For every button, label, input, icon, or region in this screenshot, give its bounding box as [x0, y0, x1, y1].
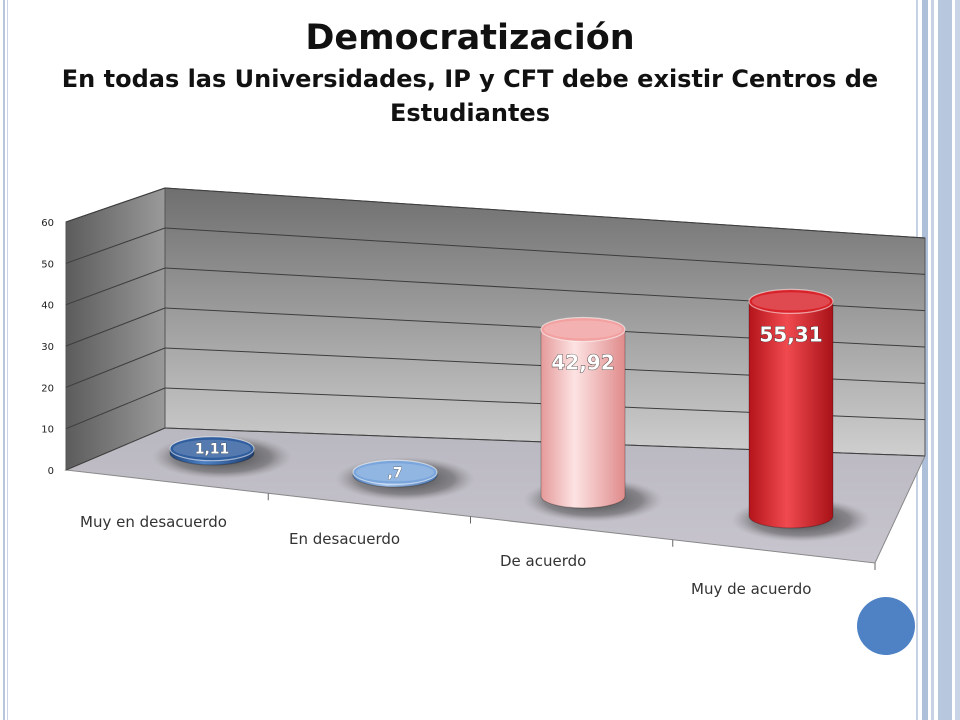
bar [540, 316, 626, 509]
bar-top-highlight [544, 320, 622, 339]
y-axis-ticks: 0 10 20 30 40 50 60 [41, 218, 54, 477]
bars [169, 288, 834, 529]
chart-title: Democratización [305, 18, 635, 58]
bar-top [748, 288, 834, 314]
x-axis-ticks [267, 493, 876, 570]
grid-line [65, 267, 166, 306]
value-label: ,7 [387, 465, 402, 481]
value-label: 1,11 [195, 442, 230, 458]
bar [169, 436, 255, 466]
bar-top [540, 316, 626, 343]
chart-side-wall [65, 187, 166, 471]
y-tick-label: 10 [41, 425, 54, 436]
grid-line [65, 187, 166, 223]
bar-top [352, 459, 438, 485]
bar-top [169, 436, 255, 462]
grid-line [65, 307, 166, 347]
y-tick-label: 60 [41, 218, 54, 229]
grid-line [164, 187, 926, 239]
y-tick-label: 50 [41, 259, 54, 270]
category-labels: Muy en desacuerdo En desacuerdo De acuerdo… [80, 513, 811, 598]
value-labels: 1,11 ,7 42,92 55,31 [194, 322, 823, 482]
y-tick-label: 0 [48, 466, 54, 477]
bar-body [540, 328, 626, 509]
chart-subtitle: En todas las Universidades, IP y CFT deb… [61, 65, 879, 127]
category-label: Muy de acuerdo [691, 580, 811, 598]
grid-line [65, 427, 166, 471]
category-label: En desacuerdo [289, 530, 400, 548]
category-label: Muy en desacuerdo [80, 513, 227, 531]
slide-frame-left [0, 0, 10, 720]
category-label: De acuerdo [500, 552, 586, 570]
grid-line [164, 227, 926, 275]
decorative-circle [857, 597, 915, 655]
bar-top-highlight [173, 439, 251, 458]
bar [748, 288, 834, 529]
y-tick-label: 30 [41, 342, 54, 353]
grid-line [65, 387, 166, 430]
bar-top-highlight [356, 463, 434, 482]
chart-title-block: Democratización En todas las Universidad… [40, 14, 900, 130]
value-label: 42,92 [551, 350, 614, 374]
grid-line [65, 227, 166, 264]
y-tick-label: 20 [41, 383, 54, 394]
bar [352, 459, 438, 488]
bar-body [748, 300, 834, 529]
value-label: 55,31 [759, 322, 822, 346]
bar-top-highlight [752, 292, 830, 311]
grid-line [65, 347, 166, 388]
y-tick-label: 40 [41, 301, 54, 312]
